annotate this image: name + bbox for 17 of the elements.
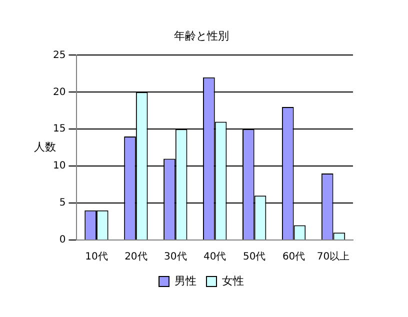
x-tick-label: 20代 <box>124 252 148 263</box>
x-tick-label: 70以上 <box>316 250 350 263</box>
legend-label: 女性 <box>222 274 244 288</box>
y-tick-label: 15 <box>52 124 66 135</box>
chart-title: 年齢と性別 <box>174 29 229 42</box>
y-tick-label: 10 <box>52 160 66 172</box>
x-tick-label: 30代 <box>164 252 187 263</box>
y-axis-title: 人数 <box>34 140 56 154</box>
y-tick-label: 0 <box>59 234 66 246</box>
x-tick-label: 40代 <box>203 252 226 263</box>
x-tick-label: 60代 <box>282 252 306 263</box>
legend-label: 男性 <box>174 274 196 288</box>
y-tick-label: 5 <box>59 198 66 209</box>
y-tick-label: 20 <box>52 86 66 98</box>
y-tick-label: 25 <box>52 50 66 61</box>
x-tick-label: 50代 <box>242 252 266 263</box>
x-tick-label: 10代 <box>85 252 108 263</box>
